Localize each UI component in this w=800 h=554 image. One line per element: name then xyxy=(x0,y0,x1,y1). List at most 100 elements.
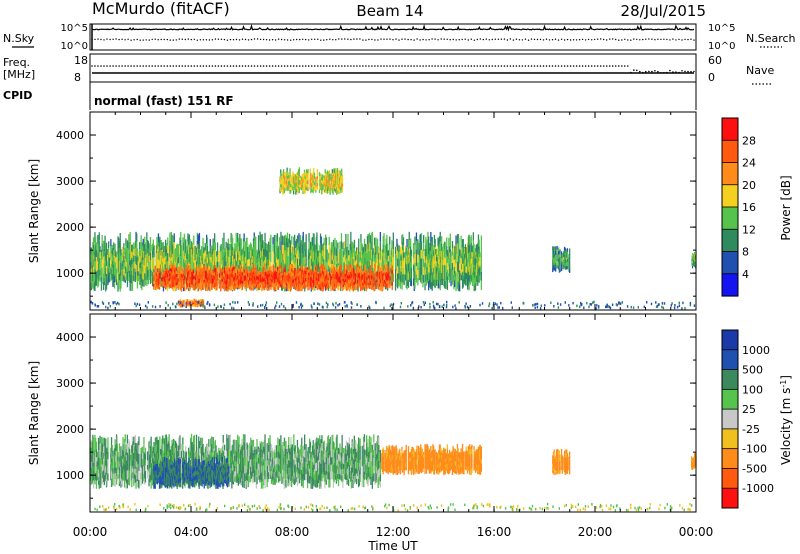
heatmap-cell xyxy=(120,282,122,289)
heatmap-cell xyxy=(99,252,101,258)
heatmap-cell xyxy=(287,282,290,287)
heatmap-cell xyxy=(407,268,409,275)
heatmap-cell xyxy=(228,267,231,272)
heatmap-cell xyxy=(305,242,307,250)
heatmap-cell xyxy=(103,257,105,266)
heatmap-cell xyxy=(351,265,353,270)
heatmap-cell xyxy=(279,264,282,269)
heatmap-cell xyxy=(269,279,271,283)
heatmap-cell xyxy=(439,231,441,242)
heatmap-cell xyxy=(317,250,320,256)
heatmap-cell xyxy=(369,269,372,273)
heatmap-cell xyxy=(476,244,478,251)
heatmap-cell xyxy=(158,286,161,290)
heatmap-cell xyxy=(153,245,155,252)
heatmap-cell xyxy=(474,276,477,284)
heatmap-cell xyxy=(158,271,160,275)
heatmap-cell xyxy=(139,279,141,285)
heatmap-cell xyxy=(227,270,229,275)
heatmap-cell xyxy=(141,271,144,279)
heatmap-cell xyxy=(293,270,295,274)
heatmap-cell xyxy=(168,252,170,260)
heatmap-cell xyxy=(443,279,445,287)
heatmap-cell xyxy=(283,185,285,191)
heatmap-cell xyxy=(198,235,200,245)
nsearch-point xyxy=(386,38,388,40)
heatmap-cell xyxy=(173,250,175,260)
heatmap-cell xyxy=(471,257,473,264)
heatmap-cell xyxy=(387,259,389,268)
heatmap-cell xyxy=(430,260,432,271)
heatmap-cell xyxy=(140,235,142,244)
heatmap-cell xyxy=(370,286,372,290)
heatmap-cell xyxy=(272,273,274,276)
heatmap-cell xyxy=(271,271,273,275)
heatmap-cell xyxy=(349,283,352,288)
heatmap-cell xyxy=(171,280,174,284)
nave-point xyxy=(121,65,123,67)
nave-point xyxy=(654,70,656,72)
heatmap-cell xyxy=(334,255,336,265)
heatmap-cell xyxy=(446,263,449,270)
heatmap-cell xyxy=(276,257,278,263)
heatmap-cell xyxy=(165,246,167,254)
heatmap-cell xyxy=(471,251,473,258)
heatmap-cell xyxy=(310,273,312,277)
heatmap-cell xyxy=(256,278,258,281)
heatmap-cell xyxy=(441,243,443,251)
heatmap-cell xyxy=(245,238,247,247)
heatmap-cell xyxy=(119,242,121,253)
heatmap-cell xyxy=(133,255,135,262)
heatmap-cell xyxy=(407,262,409,269)
heatmap-cell xyxy=(298,269,300,274)
heatmap-cell xyxy=(220,279,222,284)
heatmap-cell xyxy=(135,255,137,264)
heatmap-cell xyxy=(311,274,313,278)
nave-point xyxy=(130,65,132,67)
nave-point xyxy=(214,65,217,67)
heatmap-cell xyxy=(465,266,467,273)
heatmap-cell xyxy=(241,284,243,287)
heatmap-cell xyxy=(186,258,188,265)
heatmap-cell xyxy=(97,280,100,287)
heatmap-cell xyxy=(436,271,438,276)
heatmap-cell xyxy=(172,257,175,265)
heatmap-cell xyxy=(107,255,109,261)
cpid-value: normal (fast) 151 RF xyxy=(94,94,234,108)
heatmap-cell xyxy=(473,243,475,252)
heatmap-cell xyxy=(352,279,354,284)
heatmap-cell xyxy=(231,281,233,286)
heatmap-cell xyxy=(177,250,180,257)
heatmap-cell xyxy=(329,254,331,261)
heatmap-cell xyxy=(125,252,127,260)
heatmap-cell xyxy=(313,259,315,268)
heatmap-cell xyxy=(465,279,467,286)
beam-title: Beam 14 xyxy=(356,2,423,20)
heatmap-cell xyxy=(156,237,158,245)
heatmap-cell xyxy=(283,235,286,245)
heatmap-cell xyxy=(241,275,243,280)
heatmap-cell xyxy=(379,279,381,282)
heatmap-cell xyxy=(92,266,95,274)
heatmap-cell xyxy=(119,233,121,243)
heatmap-cell xyxy=(304,249,307,257)
heatmap-cell xyxy=(299,271,301,275)
heatmap-cell xyxy=(200,249,202,256)
nsearch-point xyxy=(572,39,575,41)
heatmap-cell xyxy=(261,281,264,285)
heatmap-cell xyxy=(474,278,476,285)
nave-point xyxy=(326,65,328,67)
heatmap-cell xyxy=(353,248,356,257)
heatmap-cell xyxy=(163,245,165,252)
heatmap-cell xyxy=(280,241,282,251)
heatmap-cell xyxy=(155,280,157,284)
freq-label: Freq. xyxy=(3,56,30,69)
heatmap-cell xyxy=(332,273,334,278)
heatmap-cell xyxy=(312,261,314,271)
heatmap-cell xyxy=(290,264,292,269)
heatmap-cell xyxy=(295,268,298,273)
heatmap-cell xyxy=(214,268,216,273)
heatmap-cell xyxy=(212,278,214,282)
heatmap-cell xyxy=(440,262,442,268)
heatmap-cell xyxy=(132,269,134,276)
